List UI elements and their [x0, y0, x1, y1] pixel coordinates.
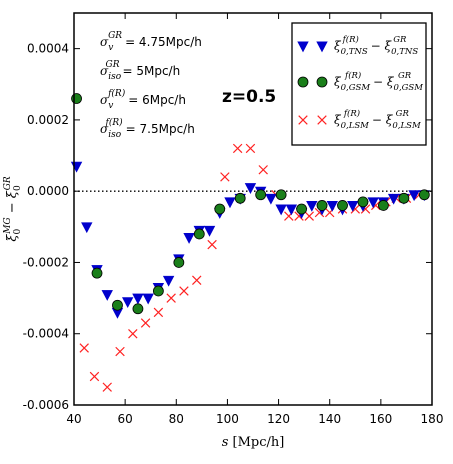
annotation-3: σisof(R) = 7.5Mpc/h: [100, 117, 195, 140]
x-tick-label: 80: [169, 412, 184, 426]
data-point-triangle-down-21: [285, 204, 298, 216]
data-point-x-3: [115, 346, 125, 357]
data-point-triangle-down-17: [244, 183, 257, 194]
data-point-triangle-down-9: [162, 275, 175, 287]
y-tick-label: -0.0002: [23, 255, 69, 269]
x-tick-label: 140: [318, 412, 341, 426]
y-tick-label: 0.0002: [27, 113, 69, 127]
plot-area: [70, 93, 432, 392]
legend-marker-x: [298, 115, 308, 125]
legend-marker-triangle-down-2: [316, 41, 328, 53]
data-point-triangle-down-5: [122, 297, 134, 309]
data-point-x-11: [220, 172, 230, 182]
data-point-x-1: [89, 371, 100, 382]
data-point-circle-13: [337, 200, 348, 211]
x-tick-label: 160: [369, 412, 392, 426]
data-point-triangle-down-6: [132, 293, 144, 305]
y-tick-label: -0.0006: [23, 398, 69, 412]
x-tick-label: 180: [421, 412, 444, 426]
annotation-2: σvf(R) = 6Mpc/h: [100, 88, 186, 111]
y-tick-label: -0.0004: [23, 327, 69, 341]
plot-frame: [73, 12, 433, 406]
legend-entry-tns: ξ0,TNSf(R) − ξ0,TNSGR: [334, 34, 418, 57]
data-point-x-6: [153, 307, 164, 318]
axes: 40 60 80 100 120 140 160 180 0.0004 0.0002 0.0000 -…: [3, 13, 443, 450]
data-point-triangle-down-29: [367, 197, 379, 209]
data-point-circle-4: [152, 285, 164, 297]
data-point-x-2: [102, 382, 112, 392]
x-tick-label: 120: [267, 412, 290, 426]
y-tick-label: 0.0004: [27, 42, 69, 56]
data-point-circle-14: [357, 196, 369, 208]
annotation-1: σisoGR = 5Mpc/h: [100, 60, 180, 82]
data-point-circle-5: [173, 257, 185, 268]
data-point-circle-0: [71, 93, 82, 104]
data-point-triangle-down-27: [347, 200, 359, 212]
annotation-0: σvGR = 4.75Mpc/h: [100, 31, 202, 53]
y-axis-label: ξ0MG − ξ0GR: [3, 176, 23, 242]
data-point-circle-8: [234, 192, 246, 204]
x-axis-label: s [Mpc/h]: [222, 435, 285, 450]
data-point-x-10: [207, 239, 217, 250]
data-point-x-8: [179, 286, 189, 296]
data-point-circle-12: [316, 200, 328, 211]
legend-box: [291, 22, 427, 146]
data-point-triangle-down-1: [81, 222, 93, 234]
data-point-circle-7: [214, 203, 226, 215]
data-point-triangle-down-3: [101, 290, 113, 301]
data-point-circle-6: [193, 228, 205, 240]
x-tick-label: 100: [216, 412, 239, 426]
data-point-triangle-down-7: [142, 293, 154, 305]
legend-marker-circle: [297, 76, 309, 88]
data-point-x-7: [166, 293, 176, 303]
y-tick-label: 0.0000: [27, 184, 69, 198]
legend: ξ0,TNSf(R) − ξ0,TNSGR ξ0,GSMf(R) − ξ0,GSM…: [291, 22, 427, 146]
data-point-triangle-down-25: [326, 200, 338, 212]
data-point-circle-10: [275, 189, 287, 201]
data-point-x-18: [304, 211, 314, 221]
data-point-x-0: [79, 343, 89, 353]
annotations: σvGR = 4.75Mpc/h σisoGR = 5Mpc/h σvf(R) = 6Mp…: [100, 31, 276, 140]
data-point-circle-2: [112, 299, 123, 311]
data-point-circle-1: [91, 267, 103, 279]
data-point-triangle-down-20: [275, 204, 287, 216]
legend-marker-x-2: [317, 115, 327, 125]
data-point-triangle-down-19: [265, 193, 277, 205]
data-point-circle-11: [296, 203, 307, 215]
data-point-triangle-down-13: [203, 225, 216, 237]
x-tick-label: 60: [118, 412, 133, 426]
data-point-x-9: [192, 275, 202, 285]
data-point-x-4: [128, 329, 138, 339]
data-point-circle-9: [255, 189, 267, 201]
data-point-x-12: [232, 143, 243, 154]
data-point-triangle-down-33: [408, 190, 420, 202]
data-point-x-14: [258, 165, 268, 175]
data-point-circle-16: [398, 192, 410, 204]
legend-marker-triangle-down: [297, 41, 309, 53]
redshift-label: z=0.5: [222, 87, 276, 107]
data-point-circle-3: [132, 303, 144, 315]
x-tick-label: 40: [66, 412, 81, 426]
legend-entry-lsm: ξ0,LSMf(R) − ξ0,LSMGR: [334, 108, 421, 131]
data-point-triangle-down-23: [306, 200, 318, 212]
data-point-circle-15: [378, 200, 389, 211]
data-point-x-13: [245, 143, 256, 154]
data-point-circle-17: [418, 189, 430, 201]
data-point-triangle-down-31: [387, 193, 400, 205]
legend-marker-circle-2: [316, 76, 328, 88]
data-point-x-5: [140, 318, 151, 328]
data-point-triangle-down-15: [224, 197, 236, 209]
legend-entry-gsm: ξ0,GSMf(R) − ξ0,GSMGR: [334, 70, 423, 93]
data-point-triangle-down-11: [183, 233, 195, 244]
